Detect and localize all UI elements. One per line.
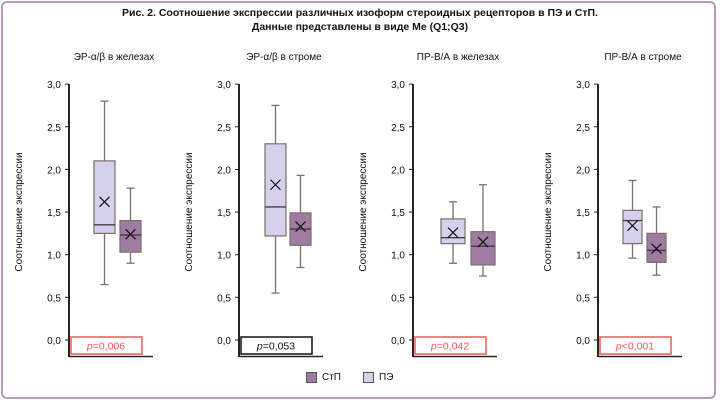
y-tick-label: 0,0 xyxy=(576,336,590,347)
y-axis-label: Соотношение экспрессии xyxy=(184,152,195,271)
iqr-box xyxy=(646,232,667,263)
y-tick-label: 0,5 xyxy=(217,293,231,304)
p-value: =0,006 xyxy=(93,341,126,353)
box-pe xyxy=(622,179,643,259)
p-value-label: p=0,042 xyxy=(430,341,469,353)
iqr-box xyxy=(93,160,116,234)
y-axis-label: Соотношение экспрессии xyxy=(14,152,25,271)
box-stp xyxy=(289,174,312,269)
p-value-label: p=0,006 xyxy=(86,341,125,353)
y-tick-label: 0,5 xyxy=(391,293,405,304)
p-value: =0,053 xyxy=(263,341,296,353)
box-stp xyxy=(119,187,142,264)
y-axis-label: Соотношение экспрессии xyxy=(543,152,554,271)
y-tick-label: 2,0 xyxy=(47,165,61,176)
p-value-box xyxy=(70,336,143,355)
iqr-box xyxy=(470,231,496,266)
panel-title: ПР-В/А в строме xyxy=(604,52,682,63)
mean-marker xyxy=(270,179,281,191)
mean-marker xyxy=(447,227,459,238)
y-tick-label: 1,5 xyxy=(217,208,231,219)
y-tick-label: 1,5 xyxy=(391,208,405,219)
legend-swatch-pe xyxy=(363,372,374,383)
figure-title: Рис. 2. Соотношение экспрессии различных… xyxy=(122,7,598,19)
y-tick-label: 1,5 xyxy=(47,208,61,219)
y-tick-label: 1,0 xyxy=(576,251,590,262)
y-tick-label: 2,5 xyxy=(576,123,590,134)
legend-swatch-stp xyxy=(306,372,317,383)
y-tick-label: 0,0 xyxy=(217,336,231,347)
y-tick-label: 3,0 xyxy=(391,80,405,91)
p-value-box xyxy=(240,336,313,355)
legend-item-stp: СтП xyxy=(306,372,341,383)
y-tick-label: 2,5 xyxy=(217,123,231,134)
y-tick-label: 3,0 xyxy=(217,80,231,91)
iqr-box xyxy=(264,143,287,237)
p-value-box xyxy=(414,336,487,355)
y-tick-label: 0,0 xyxy=(47,336,61,347)
y-tick-label: 2,5 xyxy=(391,123,405,134)
y-tick-label: 2,0 xyxy=(391,165,405,176)
p-symbol: p xyxy=(256,341,263,353)
mean-marker xyxy=(295,221,306,232)
y-tick-label: 3,0 xyxy=(47,80,61,91)
y-tick-label: 1,5 xyxy=(576,208,590,219)
y-tick-label: 3,0 xyxy=(576,80,590,91)
legend-label-pe: ПЭ xyxy=(379,372,394,383)
p-value: <0,001 xyxy=(622,341,655,353)
y-tick-label: 0,0 xyxy=(391,336,405,347)
panel-title: ЭР-α/β в железах xyxy=(74,52,155,63)
box-pe xyxy=(264,104,287,294)
p-value-box xyxy=(599,336,672,355)
p-symbol: p xyxy=(615,341,622,353)
figure-subtitle: Данные представлены в виде Me (Q1;Q3) xyxy=(251,21,469,33)
mean-marker xyxy=(125,228,136,240)
panel-4: ПР-В/А в строме 0,0 0,5 1,0 1,5 2,0 2,5 3,0 Соот… xyxy=(543,52,682,358)
p-symbol: p xyxy=(86,341,93,353)
p-value: =0,042 xyxy=(437,341,470,353)
iqr-box xyxy=(119,219,142,253)
legend-item-pe: ПЭ xyxy=(363,372,393,383)
box-pe xyxy=(440,201,466,264)
y-tick-label: 1,0 xyxy=(47,251,61,262)
panel-title: ЭР-α/β в строме xyxy=(246,52,322,63)
mean-marker xyxy=(627,220,638,232)
y-axis-label: Соотношение экспрессии xyxy=(358,152,369,271)
panel-3: ПР-В/А в железах 0,0 0,5 1,0 1,5 2,0 2,5 3,0 Соо… xyxy=(358,52,499,358)
p-value-label: p<0,001 xyxy=(615,341,654,353)
y-tick-label: 2,0 xyxy=(576,165,590,176)
y-tick-label: 1,0 xyxy=(217,251,231,262)
box-pe xyxy=(93,100,116,286)
p-symbol: p xyxy=(430,341,437,353)
y-tick-label: 0,5 xyxy=(576,293,590,304)
y-tick-label: 2,5 xyxy=(47,123,61,134)
iqr-box xyxy=(622,209,643,245)
box-stp xyxy=(646,206,667,276)
mean-marker xyxy=(651,243,662,255)
panel-title: ПР-В/А в железах xyxy=(417,52,499,63)
mean-marker xyxy=(99,196,110,208)
panel-2: ЭР-α/β в строме 0,0 0,5 1,0 1,5 2,0 2,5 3,0 Соот… xyxy=(184,52,323,358)
mean-marker xyxy=(477,236,489,248)
p-value-label: p=0,053 xyxy=(256,341,295,353)
y-tick-label: 0,5 xyxy=(47,293,61,304)
y-tick-label: 1,0 xyxy=(391,251,405,262)
panel-1: ЭР-α/β в железах 0,0 0,5 1,0 1,5 2,0 2,5 3,0 Соо… xyxy=(14,52,155,358)
iqr-box xyxy=(440,218,466,245)
legend-label-stp: СтП xyxy=(322,372,341,383)
y-tick-label: 2,0 xyxy=(217,165,231,176)
box-stp xyxy=(470,184,496,277)
